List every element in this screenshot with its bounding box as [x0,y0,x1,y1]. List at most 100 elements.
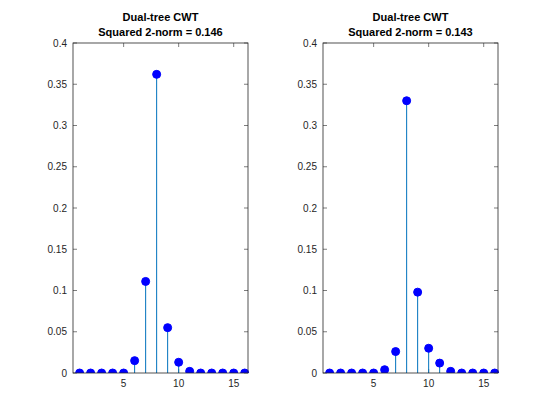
y-tick-label: 0.15 [298,244,318,255]
x-tick [373,43,374,47]
y-tick-label: 0 [311,368,317,379]
x-tick-label: 10 [423,378,435,389]
y-tick-label: 0.4 [53,38,67,49]
y-tick [244,331,248,332]
marker [219,369,227,373]
y-tick-label: 0.1 [53,285,67,296]
y-tick [73,290,77,291]
x-tick [178,43,179,47]
y-tick [494,125,498,126]
axes: 00.050.10.150.20.250.30.350.451015Dual-t… [298,11,499,389]
figure: 00.050.10.150.20.250.30.350.451015Dual-t… [0,0,560,420]
marker [414,288,422,296]
y-tick [323,84,327,85]
marker [359,369,367,373]
x-tick-label: 15 [478,378,490,389]
marker [392,348,400,356]
marks [76,70,249,373]
y-tick [494,331,498,332]
marker [153,70,161,78]
marker [326,369,334,373]
subtitle: Squared 2-norm = 0.143 [348,26,472,38]
y-tick [73,208,77,209]
y-tick [244,125,248,126]
y-tick [494,208,498,209]
y-tick [323,331,327,332]
y-tick-label: 0.3 [53,120,67,131]
marker [337,369,345,373]
marker [436,359,444,367]
y-tick-label: 0.05 [298,326,318,337]
title: Dual-tree CWT [373,11,449,23]
marker [164,324,172,332]
marker [98,369,106,373]
marker [469,369,477,373]
y-tick [494,166,498,167]
marker [175,358,183,366]
y-tick [73,125,77,126]
y-tick-label: 0.25 [298,161,318,172]
y-tick [323,290,327,291]
y-tick [244,208,248,209]
marker [230,369,238,373]
stem [167,328,168,373]
x-tick-label: 5 [371,378,377,389]
y-tick-label: 0.15 [48,244,68,255]
y-tick-label: 0 [61,368,67,379]
y-tick-label: 0.3 [303,120,317,131]
y-tick [494,290,498,291]
marks [326,97,499,373]
plot-area [73,43,248,373]
marker [381,366,389,373]
y-tick [244,166,248,167]
marker [208,369,216,373]
y-tick [323,208,327,209]
axes: 0 0.05 0.1 0.15 0.2 0.25 0.3 0.35 0.4 5 10 15 Dual-t… [48,11,249,389]
stem [417,292,418,373]
marker [480,369,488,373]
marker [403,97,411,105]
y-tick-label: 0.1 [303,285,317,296]
title: Dual-tree CWT [123,11,199,23]
x-tick-label: 10 [173,378,185,389]
x-tick-label: 5 [121,378,127,389]
stem [156,74,157,373]
marker [425,344,433,352]
y-tick [73,331,77,332]
marker [109,369,117,373]
x-tick [233,43,234,47]
y-tick-label: 0.05 [48,326,68,337]
plot-area [323,43,498,373]
marker [241,369,249,373]
y-tick [73,84,77,85]
marker [131,357,139,365]
y-tick [494,249,498,250]
subtitle: Squared 2-norm = 0.146 [98,26,222,38]
x-tick [483,43,484,47]
marker [142,277,150,285]
marker [348,369,356,373]
y-tick [244,84,248,85]
y-tick-label: 0.25 [48,161,68,172]
x-tick-label: 15 [228,378,240,389]
background [0,0,560,420]
y-tick-label: 0.2 [53,203,67,214]
x-tick [428,43,429,47]
y-tick [244,290,248,291]
y-tick [73,249,77,250]
y-tick-label: 0.4 [303,38,317,49]
marker [186,367,194,373]
axes-frame [323,43,498,373]
marker [491,369,499,373]
y-tick [73,166,77,167]
marker [76,369,84,373]
marker [370,369,378,373]
axes-frame [73,43,248,373]
x-tick [123,43,124,47]
y-tick [244,249,248,250]
y-tick-label: 0.35 [48,79,68,90]
y-tick [323,166,327,167]
y-tick-label: 0.2 [303,203,317,214]
marker [447,367,455,373]
marker [120,369,128,373]
